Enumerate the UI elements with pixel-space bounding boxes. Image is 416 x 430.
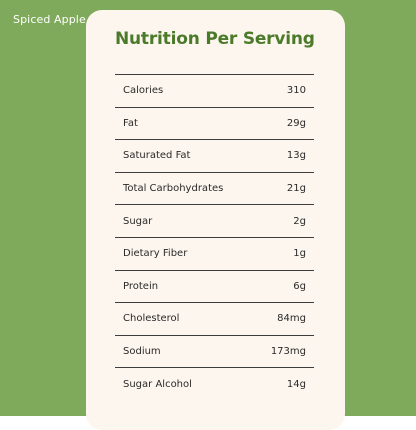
table-row: Sugar 2g — [115, 204, 314, 237]
brand-name: Spiced Apple — [13, 13, 86, 26]
table-row: Fat 29g — [115, 106, 314, 140]
nutrient-value: 2g — [293, 215, 306, 227]
nutrient-label: Cholesterol — [123, 313, 180, 325]
table-row: Sugar Alcohol 14g — [115, 367, 314, 400]
table-row: Sodium 173mg — [115, 334, 314, 368]
table-row: Dietary Fiber 1g — [115, 236, 314, 270]
nutrient-value: 1g — [293, 248, 306, 260]
table-row: Cholesterol 84mg — [115, 302, 314, 335]
nutrient-label: Sugar — [123, 215, 153, 227]
nutrient-label: Fat — [123, 117, 138, 129]
card-title: Nutrition Per Serving — [115, 29, 315, 49]
nutrient-label: Sodium — [123, 346, 161, 358]
nutrient-label: Dietary Fiber — [123, 248, 188, 260]
table-row: Total Carbohydrates 21g — [115, 171, 314, 205]
nutrient-label: Protein — [123, 280, 159, 292]
nutrient-value: 173mg — [270, 346, 306, 358]
table-row: Saturated Fat 13g — [115, 139, 314, 172]
table-row: Protein 6g — [115, 269, 314, 303]
nutrient-value: 21g — [286, 183, 306, 195]
nutrition-card — [86, 10, 345, 430]
nutrient-label: Total Carbohydrates — [123, 183, 224, 195]
nutrition-table: Calories 310 Fat 29g Saturated Fat 13g T… — [115, 74, 314, 400]
nutrient-value: 13g — [286, 150, 306, 162]
nutrient-value: 84mg — [277, 313, 306, 325]
nutrient-value: 6g — [293, 280, 306, 292]
nutrient-label: Saturated Fat — [123, 150, 191, 162]
nutrient-value: 14g — [286, 378, 306, 390]
table-row: Calories 310 — [115, 74, 314, 107]
nutrient-label: Sugar Alcohol — [123, 378, 192, 390]
nutrient-value: 310 — [286, 85, 306, 97]
nutrient-value: 29g — [286, 117, 306, 129]
nutrient-label: Calories — [123, 85, 164, 97]
